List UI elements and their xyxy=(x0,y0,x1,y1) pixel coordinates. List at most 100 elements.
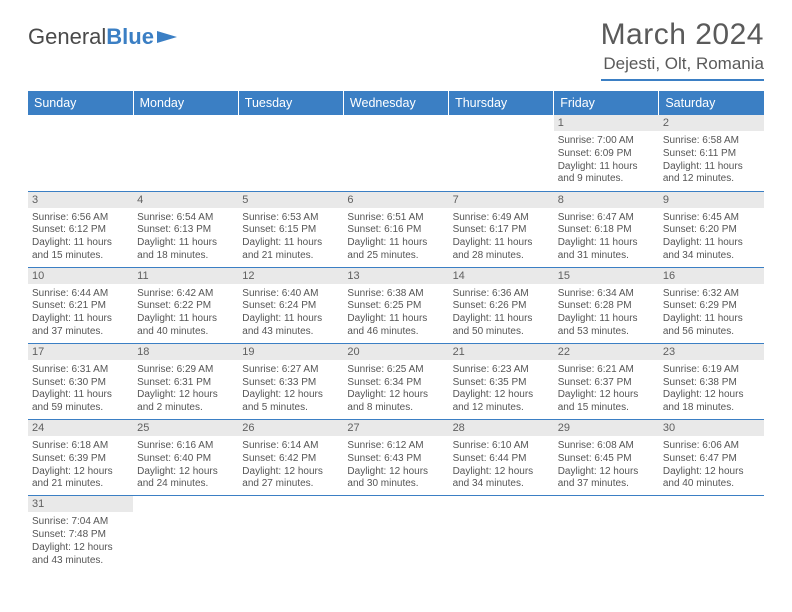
daylight-text: Daylight: 11 hours and 34 minutes. xyxy=(663,237,760,263)
sunrise-text: Sunrise: 6:49 AM xyxy=(453,212,550,225)
sunset-text: Sunset: 6:28 PM xyxy=(558,300,655,313)
day-details: Sunrise: 6:58 AMSunset: 6:11 PMDaylight:… xyxy=(659,133,764,190)
day-number: 10 xyxy=(28,268,133,284)
day-details: Sunrise: 6:06 AMSunset: 6:47 PMDaylight:… xyxy=(659,438,764,495)
day-details: Sunrise: 6:49 AMSunset: 6:17 PMDaylight:… xyxy=(449,210,554,267)
sunset-text: Sunset: 6:18 PM xyxy=(558,224,655,237)
calendar-day-cell: 1Sunrise: 7:00 AMSunset: 6:09 PMDaylight… xyxy=(554,115,659,191)
sunrise-text: Sunrise: 6:25 AM xyxy=(347,364,444,377)
day-details: Sunrise: 6:16 AMSunset: 6:40 PMDaylight:… xyxy=(133,438,238,495)
daylight-text: Daylight: 12 hours and 27 minutes. xyxy=(242,466,339,492)
logo: GeneralBlue xyxy=(28,24,179,50)
daylight-text: Daylight: 11 hours and 31 minutes. xyxy=(558,237,655,263)
sunrise-text: Sunrise: 6:40 AM xyxy=(242,288,339,301)
calendar-day-cell: 23Sunrise: 6:19 AMSunset: 6:38 PMDayligh… xyxy=(659,343,764,419)
calendar-day-cell: 22Sunrise: 6:21 AMSunset: 6:37 PMDayligh… xyxy=(554,343,659,419)
day-number: 27 xyxy=(343,420,448,436)
weekday-header: Monday xyxy=(133,91,238,115)
daylight-text: Daylight: 12 hours and 40 minutes. xyxy=(663,466,760,492)
sunset-text: Sunset: 6:09 PM xyxy=(558,148,655,161)
day-number: 14 xyxy=(449,268,554,284)
sunrise-text: Sunrise: 6:19 AM xyxy=(663,364,760,377)
sunset-text: Sunset: 6:17 PM xyxy=(453,224,550,237)
calendar-day-cell xyxy=(343,115,448,191)
day-number: 12 xyxy=(238,268,343,284)
calendar-day-cell: 10Sunrise: 6:44 AMSunset: 6:21 PMDayligh… xyxy=(28,267,133,343)
calendar-day-cell: 19Sunrise: 6:27 AMSunset: 6:33 PMDayligh… xyxy=(238,343,343,419)
sunrise-text: Sunrise: 6:21 AM xyxy=(558,364,655,377)
day-number: 30 xyxy=(659,420,764,436)
calendar-week-row: 1Sunrise: 7:00 AMSunset: 6:09 PMDaylight… xyxy=(28,115,764,191)
daylight-text: Daylight: 12 hours and 2 minutes. xyxy=(137,389,234,415)
calendar-day-cell: 11Sunrise: 6:42 AMSunset: 6:22 PMDayligh… xyxy=(133,267,238,343)
calendar-day-cell: 13Sunrise: 6:38 AMSunset: 6:25 PMDayligh… xyxy=(343,267,448,343)
sunset-text: Sunset: 6:15 PM xyxy=(242,224,339,237)
day-details: Sunrise: 6:25 AMSunset: 6:34 PMDaylight:… xyxy=(343,362,448,419)
daylight-text: Daylight: 11 hours and 50 minutes. xyxy=(453,313,550,339)
sunset-text: Sunset: 6:38 PM xyxy=(663,377,760,390)
daylight-text: Daylight: 12 hours and 15 minutes. xyxy=(558,389,655,415)
logo-text-1: General xyxy=(28,24,106,50)
sunrise-text: Sunrise: 6:42 AM xyxy=(137,288,234,301)
day-details: Sunrise: 6:32 AMSunset: 6:29 PMDaylight:… xyxy=(659,286,764,343)
day-details: Sunrise: 6:21 AMSunset: 6:37 PMDaylight:… xyxy=(554,362,659,419)
sunset-text: Sunset: 6:33 PM xyxy=(242,377,339,390)
day-details: Sunrise: 6:53 AMSunset: 6:15 PMDaylight:… xyxy=(238,210,343,267)
calendar-day-cell xyxy=(28,115,133,191)
calendar-day-cell xyxy=(554,496,659,572)
calendar-day-cell xyxy=(659,496,764,572)
weekday-header-row: SundayMondayTuesdayWednesdayThursdayFrid… xyxy=(28,91,764,115)
daylight-text: Daylight: 11 hours and 28 minutes. xyxy=(453,237,550,263)
daylight-text: Daylight: 12 hours and 8 minutes. xyxy=(347,389,444,415)
calendar-day-cell: 7 Sunrise: 6:49 AMSunset: 6:17 PMDaylight… xyxy=(449,191,554,267)
daylight-text: Daylight: 12 hours and 43 minutes. xyxy=(32,542,129,568)
calendar-day-cell: 24Sunrise: 6:18 AMSunset: 6:39 PMDayligh… xyxy=(28,420,133,496)
day-details: Sunrise: 6:12 AMSunset: 6:43 PMDaylight:… xyxy=(343,438,448,495)
daylight-text: Daylight: 12 hours and 12 minutes. xyxy=(453,389,550,415)
sunrise-text: Sunrise: 6:31 AM xyxy=(32,364,129,377)
calendar-day-cell: 18 Sunrise: 6:29 AMSunset: 6:31 PMDayligh… xyxy=(133,343,238,419)
day-details: Sunrise: 6:40 AMSunset: 6:24 PMDaylight:… xyxy=(238,286,343,343)
day-number: 1 xyxy=(554,115,659,131)
header: GeneralBlue March 2024 Dejesti, Olt, Rom… xyxy=(28,18,764,81)
sunrise-text: Sunrise: 6:12 AM xyxy=(347,440,444,453)
sunset-text: Sunset: 6:45 PM xyxy=(558,453,655,466)
day-number: 6 xyxy=(343,192,448,208)
sunrise-text: Sunrise: 6:06 AM xyxy=(663,440,760,453)
day-number: 18 xyxy=(133,344,238,360)
sunset-text: Sunset: 6:43 PM xyxy=(347,453,444,466)
sunrise-text: Sunrise: 6:32 AM xyxy=(663,288,760,301)
calendar-day-cell xyxy=(238,496,343,572)
calendar-day-cell xyxy=(238,115,343,191)
sunset-text: Sunset: 6:22 PM xyxy=(137,300,234,313)
day-number: 13 xyxy=(343,268,448,284)
sunset-text: Sunset: 6:21 PM xyxy=(32,300,129,313)
daylight-text: Daylight: 12 hours and 37 minutes. xyxy=(558,466,655,492)
day-number: 7 xyxy=(449,192,554,208)
sunrise-text: Sunrise: 6:23 AM xyxy=(453,364,550,377)
day-number: 23 xyxy=(659,344,764,360)
day-details: Sunrise: 6:31 AMSunset: 6:30 PMDaylight:… xyxy=(28,362,133,419)
calendar-day-cell: 14Sunrise: 6:36 AMSunset: 6:26 PMDayligh… xyxy=(449,267,554,343)
daylight-text: Daylight: 12 hours and 24 minutes. xyxy=(137,466,234,492)
sunset-text: Sunset: 6:24 PM xyxy=(242,300,339,313)
calendar-day-cell: 3Sunrise: 6:56 AMSunset: 6:12 PMDaylight… xyxy=(28,191,133,267)
day-details: Sunrise: 6:51 AMSunset: 6:16 PMDaylight:… xyxy=(343,210,448,267)
calendar-day-cell: 20Sunrise: 6:25 AMSunset: 6:34 PMDayligh… xyxy=(343,343,448,419)
daylight-text: Daylight: 11 hours and 9 minutes. xyxy=(558,161,655,187)
sunset-text: Sunset: 6:16 PM xyxy=(347,224,444,237)
calendar-day-cell: 8Sunrise: 6:47 AMSunset: 6:18 PMDaylight… xyxy=(554,191,659,267)
sunrise-text: Sunrise: 6:51 AM xyxy=(347,212,444,225)
calendar-week-row: 3Sunrise: 6:56 AMSunset: 6:12 PMDaylight… xyxy=(28,191,764,267)
day-details: Sunrise: 6:29 AMSunset: 6:31 PMDaylight:… xyxy=(133,362,238,419)
sunrise-text: Sunrise: 6:14 AM xyxy=(242,440,339,453)
sunrise-text: Sunrise: 6:53 AM xyxy=(242,212,339,225)
calendar-day-cell: 6 Sunrise: 6:51 AMSunset: 6:16 PMDaylight… xyxy=(343,191,448,267)
sunrise-text: Sunrise: 6:29 AM xyxy=(137,364,234,377)
calendar-day-cell: 16Sunrise: 6:32 AMSunset: 6:29 PMDayligh… xyxy=(659,267,764,343)
day-number: 19 xyxy=(238,344,343,360)
calendar-day-cell: 15Sunrise: 6:34 AMSunset: 6:28 PMDayligh… xyxy=(554,267,659,343)
location-subtitle: Dejesti, Olt, Romania xyxy=(601,54,764,81)
day-details: Sunrise: 6:42 AMSunset: 6:22 PMDaylight:… xyxy=(133,286,238,343)
day-details: Sunrise: 6:56 AMSunset: 6:12 PMDaylight:… xyxy=(28,210,133,267)
